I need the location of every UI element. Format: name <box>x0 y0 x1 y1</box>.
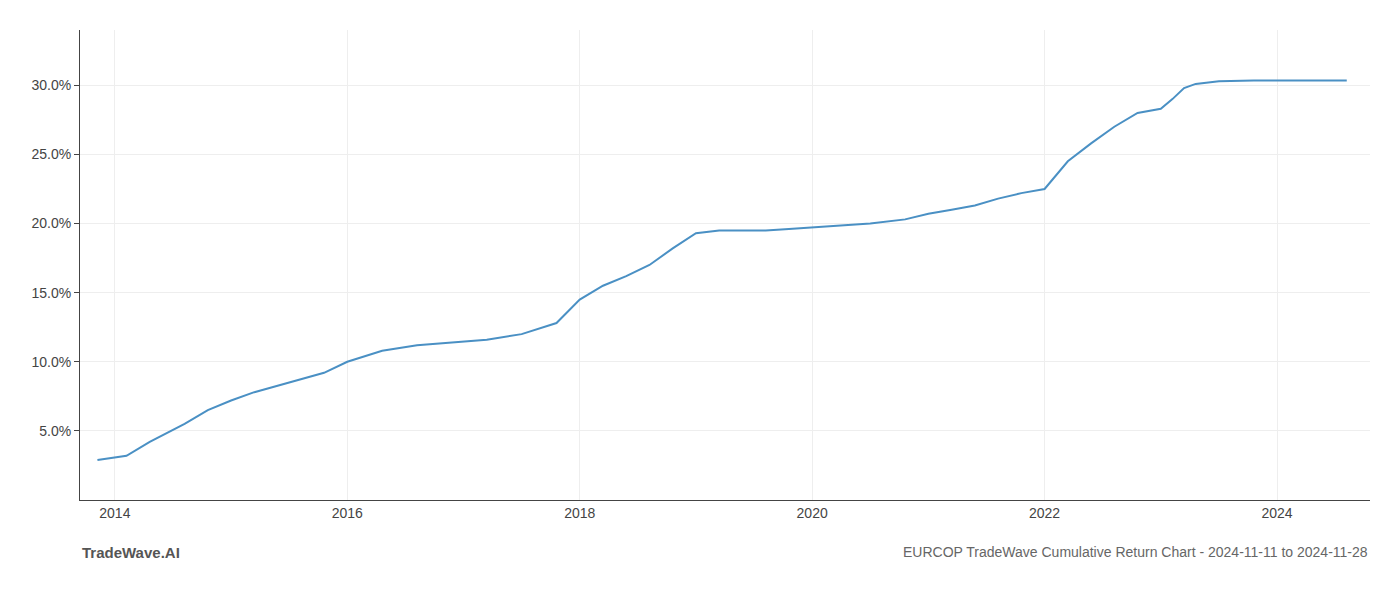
svg-text:20.0%: 20.0% <box>31 215 71 231</box>
svg-text:15.0%: 15.0% <box>31 285 71 301</box>
svg-text:EURCOP TradeWave Cumulative Re: EURCOP TradeWave Cumulative Return Chart… <box>903 544 1368 560</box>
svg-text:30.0%: 30.0% <box>31 77 71 93</box>
svg-text:5.0%: 5.0% <box>39 423 71 439</box>
svg-text:2018: 2018 <box>564 505 595 521</box>
svg-text:2020: 2020 <box>797 505 828 521</box>
svg-text:2016: 2016 <box>332 505 363 521</box>
svg-text:TradeWave.AI: TradeWave.AI <box>82 544 180 561</box>
svg-text:2022: 2022 <box>1029 505 1060 521</box>
svg-text:2014: 2014 <box>99 505 130 521</box>
svg-text:25.0%: 25.0% <box>31 146 71 162</box>
svg-text:10.0%: 10.0% <box>31 354 71 370</box>
svg-text:2024: 2024 <box>1261 505 1292 521</box>
